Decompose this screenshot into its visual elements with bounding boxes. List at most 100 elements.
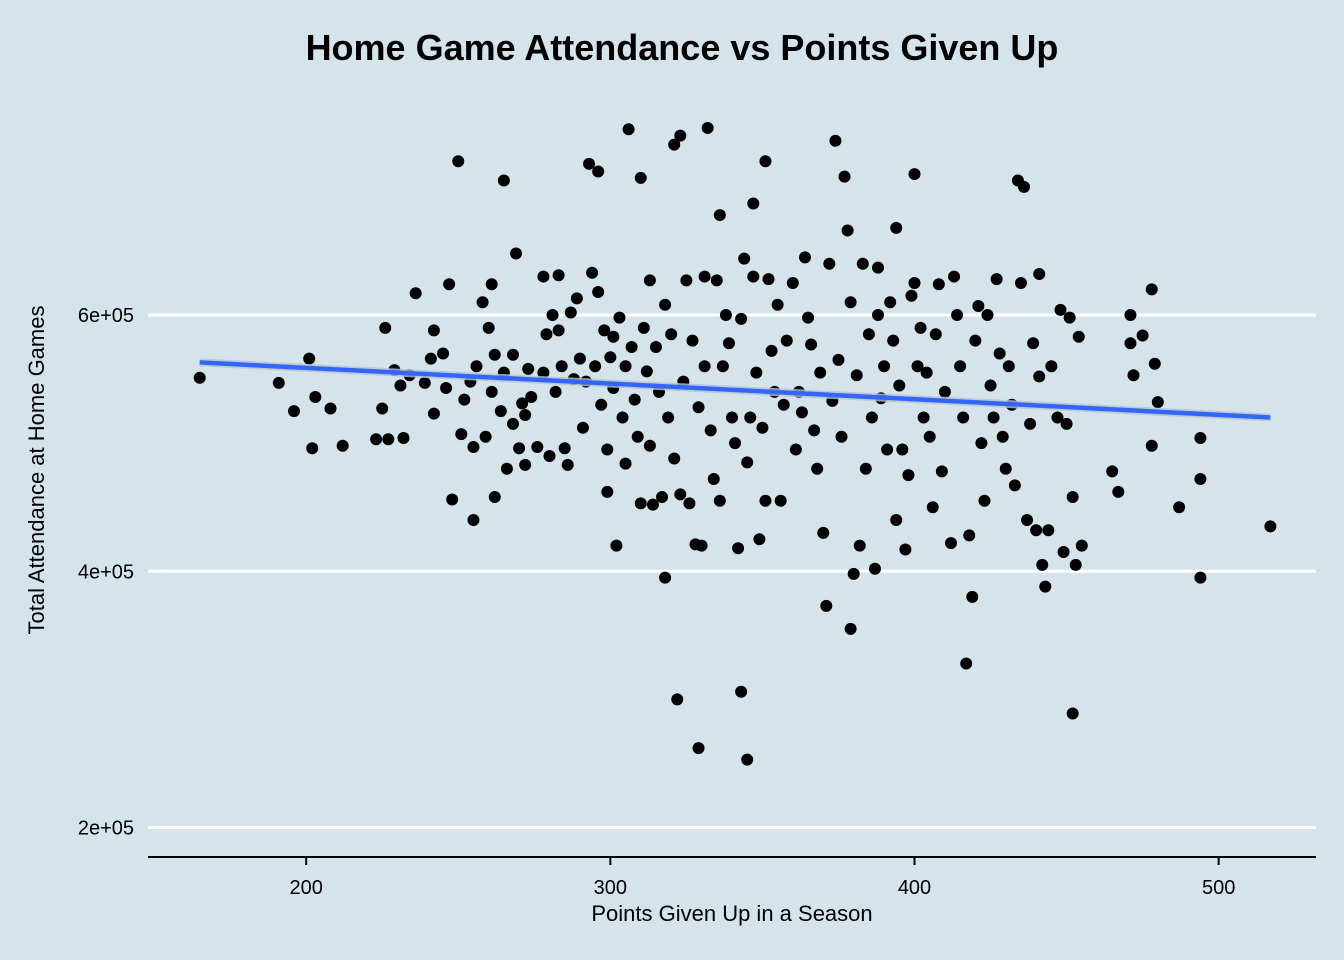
data-point bbox=[458, 393, 471, 406]
data-point bbox=[659, 298, 672, 311]
data-point bbox=[601, 485, 614, 498]
data-point bbox=[841, 224, 854, 237]
data-point bbox=[516, 397, 529, 410]
data-point bbox=[780, 334, 793, 347]
data-point bbox=[522, 362, 535, 375]
data-point bbox=[303, 352, 316, 365]
data-point bbox=[595, 398, 608, 411]
data-point bbox=[969, 334, 982, 347]
data-point bbox=[634, 497, 647, 510]
data-point bbox=[306, 442, 319, 455]
data-point bbox=[607, 330, 620, 343]
data-point bbox=[592, 165, 605, 178]
data-point bbox=[951, 309, 964, 322]
data-point bbox=[640, 365, 653, 378]
data-point bbox=[1066, 490, 1079, 503]
data-point bbox=[1112, 485, 1125, 498]
data-point bbox=[601, 443, 614, 456]
data-point bbox=[1039, 580, 1052, 593]
data-point bbox=[507, 348, 519, 361]
data-point bbox=[558, 442, 571, 455]
data-point bbox=[1136, 329, 1149, 342]
data-point bbox=[1072, 330, 1085, 343]
data-point bbox=[573, 352, 586, 365]
data-point bbox=[887, 334, 900, 347]
data-point bbox=[987, 411, 1000, 424]
data-point bbox=[899, 543, 912, 556]
data-point bbox=[868, 562, 881, 575]
trend-line bbox=[199, 360, 1271, 420]
data-point bbox=[738, 252, 751, 265]
data-point bbox=[753, 533, 766, 546]
data-point bbox=[637, 321, 650, 334]
data-point bbox=[957, 411, 970, 424]
data-point bbox=[589, 360, 602, 373]
data-point bbox=[1033, 268, 1046, 281]
data-point bbox=[765, 344, 778, 357]
data-point bbox=[716, 360, 729, 373]
data-point bbox=[996, 430, 1009, 443]
data-point bbox=[835, 430, 848, 443]
data-point bbox=[628, 393, 641, 406]
data-point bbox=[467, 440, 480, 453]
data-point bbox=[467, 514, 480, 527]
data-point bbox=[537, 270, 550, 283]
data-point bbox=[668, 452, 681, 465]
x-tick-label: 200 bbox=[289, 877, 322, 899]
data-point bbox=[592, 285, 605, 298]
data-point bbox=[844, 622, 857, 635]
data-point bbox=[865, 411, 878, 424]
data-point bbox=[908, 276, 921, 289]
data-point bbox=[881, 443, 894, 456]
gridlines bbox=[148, 313, 1316, 830]
data-point bbox=[519, 408, 532, 421]
data-point bbox=[908, 168, 921, 181]
data-point bbox=[1173, 501, 1186, 514]
data-point bbox=[896, 443, 909, 456]
data-point bbox=[729, 437, 742, 450]
data-point bbox=[446, 493, 459, 506]
data-point bbox=[324, 402, 337, 415]
chart-title: Home Game Attendance vs Points Given Up bbox=[306, 27, 1059, 68]
data-point bbox=[802, 311, 815, 324]
data-point bbox=[872, 261, 884, 274]
data-point bbox=[507, 417, 519, 430]
data-point bbox=[872, 309, 884, 322]
data-point bbox=[440, 382, 453, 395]
data-point bbox=[397, 432, 410, 445]
data-point bbox=[1036, 558, 1049, 571]
data-point bbox=[759, 155, 772, 168]
data-point bbox=[750, 366, 763, 379]
data-point bbox=[1194, 473, 1207, 486]
data-point bbox=[726, 411, 738, 424]
data-point bbox=[686, 334, 699, 347]
data-point bbox=[814, 366, 827, 379]
data-point bbox=[643, 274, 656, 287]
data-point bbox=[890, 221, 903, 234]
data-point bbox=[856, 257, 869, 270]
data-point bbox=[643, 439, 656, 452]
data-point bbox=[917, 411, 930, 424]
data-point bbox=[710, 274, 723, 287]
data-point bbox=[427, 407, 440, 420]
data-point bbox=[1030, 524, 1043, 537]
data-point bbox=[832, 353, 845, 366]
data-point bbox=[884, 296, 897, 309]
data-point bbox=[692, 401, 705, 414]
data-point bbox=[999, 462, 1012, 475]
data-point bbox=[1051, 411, 1064, 424]
data-point bbox=[546, 309, 559, 322]
data-point bbox=[805, 338, 818, 351]
data-point bbox=[443, 278, 456, 291]
data-point bbox=[981, 309, 994, 322]
data-point bbox=[564, 306, 577, 319]
data-point bbox=[1060, 417, 1073, 430]
data-point bbox=[719, 309, 732, 322]
data-point bbox=[656, 490, 669, 503]
data-point bbox=[902, 469, 915, 482]
data-point bbox=[701, 121, 714, 134]
data-point bbox=[1057, 546, 1070, 559]
data-point bbox=[1124, 309, 1137, 322]
data-point bbox=[494, 405, 507, 418]
data-point bbox=[762, 273, 775, 286]
